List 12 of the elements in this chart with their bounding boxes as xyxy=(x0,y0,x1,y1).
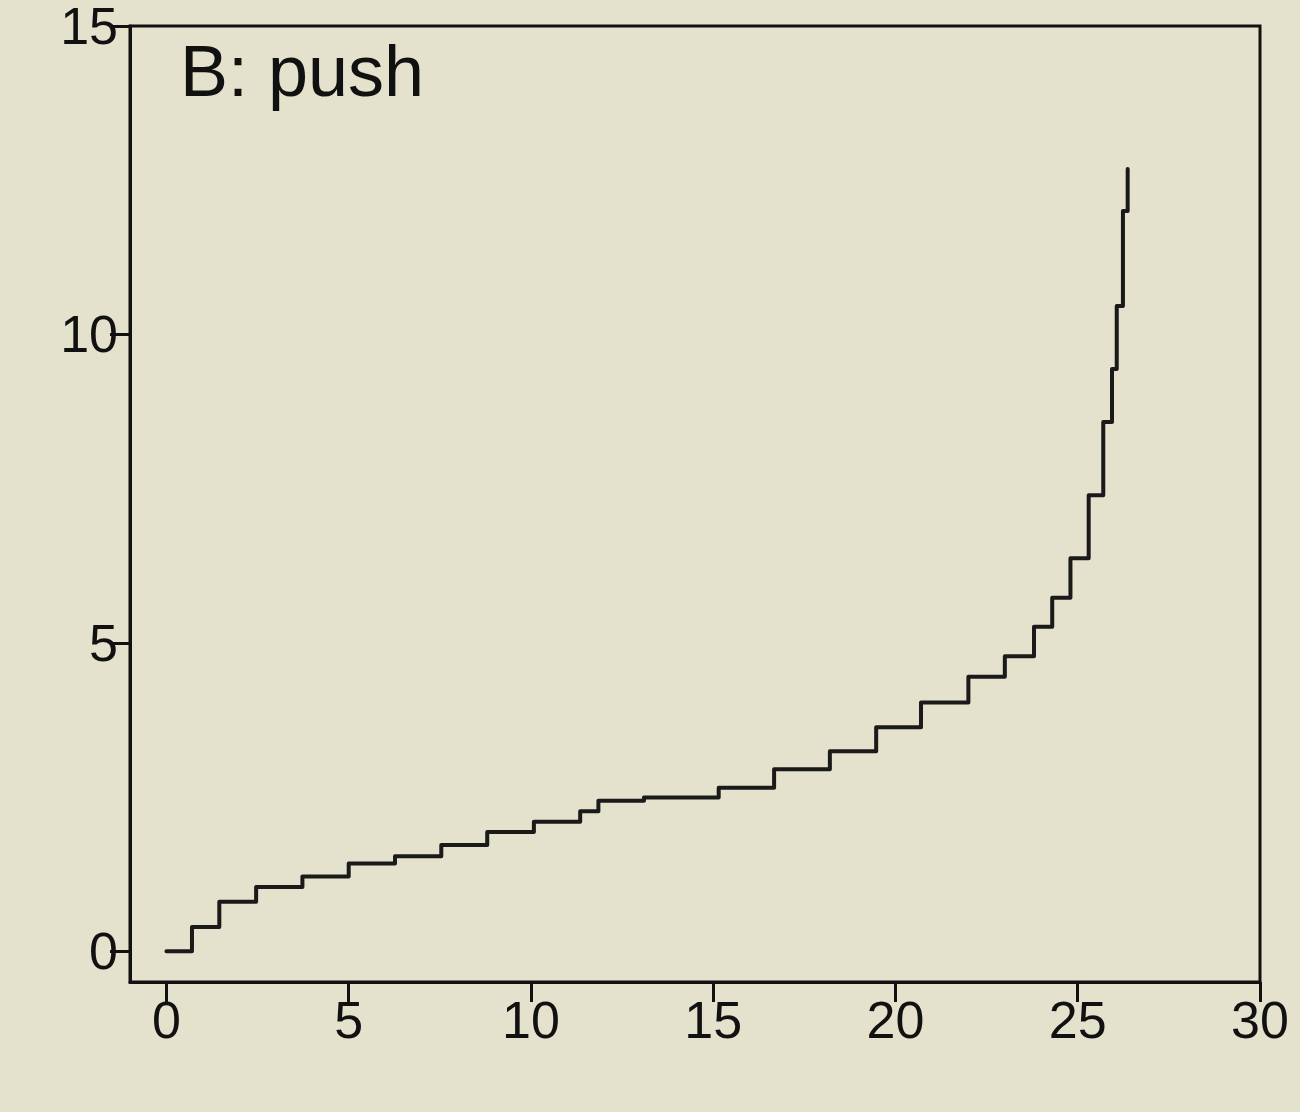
y-tick-label: 0 xyxy=(89,922,118,981)
x-tick-label: 0 xyxy=(151,991,181,1049)
x-tick-label: 5 xyxy=(334,991,364,1049)
x-tick-label: 30 xyxy=(1231,991,1289,1049)
chart-title: B: push xyxy=(180,31,425,111)
y-tick-label: 10 xyxy=(60,305,118,364)
x-tick-label: 25 xyxy=(1048,991,1107,1049)
x-tick-label: 15 xyxy=(684,991,743,1049)
x-tick-label: 20 xyxy=(866,991,925,1049)
y-tick-label: 15 xyxy=(60,0,118,55)
x-tick-label: 10 xyxy=(502,991,560,1049)
y-tick-label: 5 xyxy=(89,613,118,672)
